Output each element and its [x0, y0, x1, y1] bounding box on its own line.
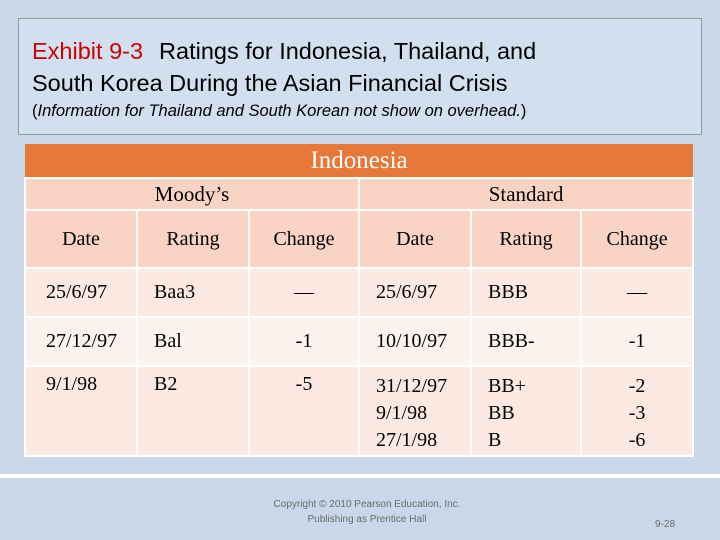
standard-date: 31/12/97 [376, 375, 448, 397]
slide-title-box: Exhibit 9-3 Ratings for Indonesia, Thaila… [18, 18, 702, 135]
column-header-row: Date Rating Change Date Rating Change [24, 209, 695, 269]
table-row: 9/1/98 B2 -5 31/12/97 9/1/98 27/1/98 BB+… [24, 365, 695, 457]
agency-header-row: Moody’s Standard [24, 177, 695, 211]
standard-rating: BB+ [488, 375, 526, 397]
country-header: Indonesia [25, 144, 694, 178]
col-header-change: Change [248, 209, 360, 269]
copyright-notice: Copyright © 2010 Pearson Education, Inc.… [232, 497, 502, 527]
table-header-row: Indonesia [25, 144, 694, 178]
standard-rating: B [488, 429, 502, 451]
moodys-date: 27/12/97 [24, 316, 138, 367]
col-header-rating: Rating [136, 209, 250, 269]
exhibit-number: Exhibit 9-3 [32, 38, 144, 64]
standard-change: — [579, 267, 695, 318]
group-standard: Standard [357, 177, 695, 211]
standard-ratings: BB+ BB B [470, 365, 582, 457]
standard-date: 9/1/98 [376, 402, 428, 424]
ratings-table: Indonesia Moody’s Standard Date Rating C… [24, 144, 695, 457]
title-text-1: Ratings for Indonesia, Thailand, and [159, 38, 537, 64]
slide-title-line-2: South Korea During the Asian Financial C… [32, 70, 508, 96]
moodys-rating: Baa3 [136, 267, 250, 318]
standard-dates: 31/12/97 9/1/98 27/1/98 [358, 365, 472, 457]
standard-rating: BBB- [470, 316, 582, 367]
col-header-change: Change [579, 209, 695, 269]
moodys-change: -5 [248, 365, 360, 457]
standard-date: 27/1/98 [376, 429, 438, 451]
moodys-rating: Bal [136, 316, 250, 367]
standard-change: -3 [628, 402, 646, 424]
page-number: 9-28 [654, 519, 675, 530]
table-row: 27/12/97 Bal -1 10/10/97 BBB- -1 [24, 316, 695, 367]
standard-rating: BB [488, 402, 515, 424]
standard-change: -6 [628, 429, 646, 451]
standard-change: -1 [579, 316, 695, 367]
slide-title-line-1: Exhibit 9-3 Ratings for Indonesia, Thaila… [32, 35, 691, 67]
moodys-date: 9/1/98 [24, 365, 138, 457]
moodys-rating: B2 [136, 365, 250, 457]
col-header-date: Date [358, 209, 472, 269]
standard-date: 10/10/97 [358, 316, 472, 367]
group-moodys: Moody’s [24, 177, 360, 211]
standard-change: -2 [628, 375, 646, 397]
moodys-change: -1 [248, 316, 360, 367]
col-header-rating: Rating [470, 209, 582, 269]
table-row: 25/6/97 Baa3 — 25/6/97 BBB — [24, 267, 695, 318]
footer-divider [0, 474, 720, 478]
standard-date: 25/6/97 [358, 267, 472, 318]
col-header-date: Date [24, 209, 138, 269]
title-note: (Information for Thailand and South Kore… [32, 102, 527, 120]
standard-rating: BBB [470, 267, 582, 318]
copyright-line-1: Copyright © 2010 Pearson Education, Inc. [273, 499, 461, 510]
moodys-date: 25/6/97 [24, 267, 138, 318]
copyright-line-2: Publishing as Prentice Hall [307, 514, 427, 525]
standard-changes: -2 -3 -6 [579, 365, 695, 457]
title-note-italic: Information for Thailand and South Korea… [37, 102, 521, 120]
moodys-change: — [248, 267, 360, 318]
